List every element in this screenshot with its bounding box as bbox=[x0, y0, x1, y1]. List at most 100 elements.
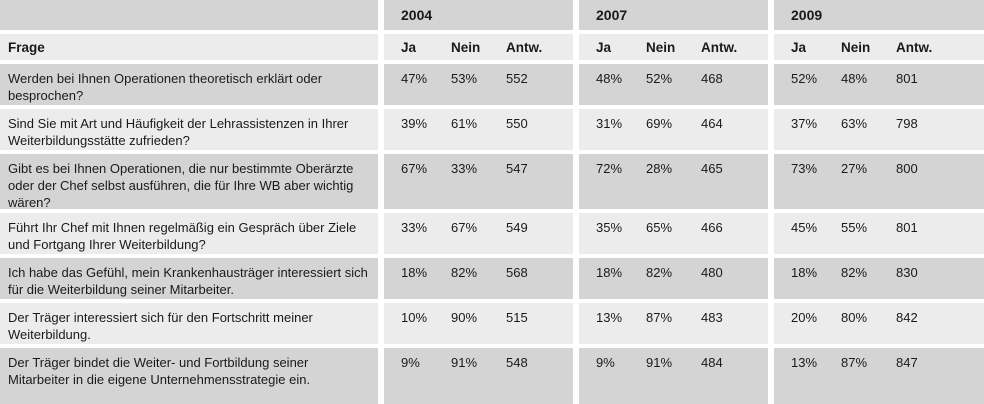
column-group-gutter bbox=[378, 64, 384, 105]
values-2007: 35% 65% 466 bbox=[579, 213, 768, 254]
value-nein: 87% bbox=[841, 355, 868, 370]
values-2007: 9% 91% 484 bbox=[579, 348, 768, 404]
values-2009: 45% 55% 801 bbox=[774, 213, 984, 254]
subheader-nein: Nein bbox=[841, 40, 871, 55]
value-ja: 37% bbox=[791, 116, 818, 131]
table-row: Werden bei Ihnen Operationen theoretisch… bbox=[0, 64, 984, 105]
values-2004: 67% 33% 547 bbox=[384, 154, 573, 209]
value-nein: 69% bbox=[646, 116, 673, 131]
column-header-frage: Frage bbox=[0, 34, 378, 60]
value-nein: 48% bbox=[841, 71, 868, 86]
year-header-2007: 2007 bbox=[579, 0, 768, 30]
value-antw: 483 bbox=[701, 310, 723, 325]
subheader-ja: Ja bbox=[596, 40, 612, 55]
column-group-gutter bbox=[768, 154, 774, 209]
value-nein: 65% bbox=[646, 220, 673, 235]
value-ja: 18% bbox=[401, 265, 428, 280]
values-2004: 18% 82% 568 bbox=[384, 258, 573, 299]
column-group-gutter bbox=[573, 303, 579, 344]
value-nein: 90% bbox=[451, 310, 478, 325]
column-group-gutter bbox=[768, 348, 774, 404]
subheader-nein: Nein bbox=[646, 40, 676, 55]
column-group-gutter bbox=[378, 348, 384, 404]
subheader-ja: Ja bbox=[791, 40, 807, 55]
question-cell: Der Träger interessiert sich für den For… bbox=[0, 303, 378, 344]
column-group-gutter bbox=[573, 64, 579, 105]
value-nein: 63% bbox=[841, 116, 868, 131]
values-2007: 18% 82% 480 bbox=[579, 258, 768, 299]
values-2004: 47% 53% 552 bbox=[384, 64, 573, 105]
year-header-2004: 2004 bbox=[384, 0, 573, 30]
value-nein: 55% bbox=[841, 220, 868, 235]
value-ja: 31% bbox=[596, 116, 623, 131]
column-group-gutter bbox=[573, 258, 579, 299]
value-antw: 552 bbox=[506, 71, 528, 86]
subheader-row: Frage Ja Nein Antw. Ja Nein Antw. Ja Nei… bbox=[0, 34, 984, 60]
column-group-gutter bbox=[573, 348, 579, 404]
column-group-gutter bbox=[378, 258, 384, 299]
value-ja: 45% bbox=[791, 220, 818, 235]
value-nein: 91% bbox=[646, 355, 673, 370]
column-group-gutter bbox=[768, 64, 774, 105]
year-label: 2004 bbox=[401, 7, 433, 23]
value-ja: 9% bbox=[596, 355, 615, 370]
subheader-group-2009: Ja Nein Antw. bbox=[774, 34, 984, 60]
column-group-gutter bbox=[768, 0, 774, 30]
value-antw: 830 bbox=[896, 265, 918, 280]
table-row: Sind Sie mit Art und Häufigkeit der Lehr… bbox=[0, 109, 984, 150]
value-ja: 73% bbox=[791, 161, 818, 176]
column-group-gutter bbox=[573, 34, 579, 60]
question-cell: Sind Sie mit Art und Häufigkeit der Lehr… bbox=[0, 109, 378, 150]
value-ja: 47% bbox=[401, 71, 428, 86]
value-antw: 484 bbox=[701, 355, 723, 370]
value-antw: 465 bbox=[701, 161, 723, 176]
subheader-antw: Antw. bbox=[896, 40, 933, 55]
column-group-gutter bbox=[573, 213, 579, 254]
values-2009: 20% 80% 842 bbox=[774, 303, 984, 344]
subheader-antw: Antw. bbox=[506, 40, 543, 55]
value-antw: 547 bbox=[506, 161, 528, 176]
value-antw: 842 bbox=[896, 310, 918, 325]
value-antw: 466 bbox=[701, 220, 723, 235]
value-nein: 27% bbox=[841, 161, 868, 176]
value-nein: 82% bbox=[451, 265, 478, 280]
column-group-gutter bbox=[768, 303, 774, 344]
question-cell: Gibt es bei Ihnen Operationen, die nur b… bbox=[0, 154, 378, 209]
column-group-gutter bbox=[573, 109, 579, 150]
column-group-gutter bbox=[573, 0, 579, 30]
value-antw: 847 bbox=[896, 355, 918, 370]
value-nein: 87% bbox=[646, 310, 673, 325]
value-antw: 798 bbox=[896, 116, 918, 131]
column-group-gutter bbox=[378, 0, 384, 30]
subheader-group-2004: Ja Nein Antw. bbox=[384, 34, 573, 60]
question-cell: Der Träger bindet die Weiter- und Fortbi… bbox=[0, 348, 378, 404]
value-ja: 52% bbox=[791, 71, 818, 86]
value-ja: 72% bbox=[596, 161, 623, 176]
value-antw: 801 bbox=[896, 71, 918, 86]
value-ja: 18% bbox=[596, 265, 623, 280]
values-2009: 52% 48% 801 bbox=[774, 64, 984, 105]
value-nein: 53% bbox=[451, 71, 478, 86]
values-2004: 33% 67% 549 bbox=[384, 213, 573, 254]
year-header-2009: 2009 bbox=[774, 0, 984, 30]
subheader-group-2007: Ja Nein Antw. bbox=[579, 34, 768, 60]
value-nein: 28% bbox=[646, 161, 673, 176]
value-antw: 464 bbox=[701, 116, 723, 131]
value-ja: 39% bbox=[401, 116, 428, 131]
value-antw: 515 bbox=[506, 310, 528, 325]
question-cell: Führt Ihr Chef mit Ihnen regelmäßig ein … bbox=[0, 213, 378, 254]
values-2009: 37% 63% 798 bbox=[774, 109, 984, 150]
table-row: Der Träger interessiert sich für den For… bbox=[0, 303, 984, 344]
values-2004: 9% 91% 548 bbox=[384, 348, 573, 404]
table-row: Führt Ihr Chef mit Ihnen regelmäßig ein … bbox=[0, 213, 984, 254]
value-ja: 10% bbox=[401, 310, 428, 325]
values-2004: 39% 61% 550 bbox=[384, 109, 573, 150]
value-antw: 549 bbox=[506, 220, 528, 235]
subheader-nein: Nein bbox=[451, 40, 481, 55]
value-ja: 20% bbox=[791, 310, 818, 325]
value-antw: 550 bbox=[506, 116, 528, 131]
value-nein: 91% bbox=[451, 355, 478, 370]
column-group-gutter bbox=[378, 154, 384, 209]
value-ja: 13% bbox=[791, 355, 818, 370]
value-nein: 82% bbox=[646, 265, 673, 280]
